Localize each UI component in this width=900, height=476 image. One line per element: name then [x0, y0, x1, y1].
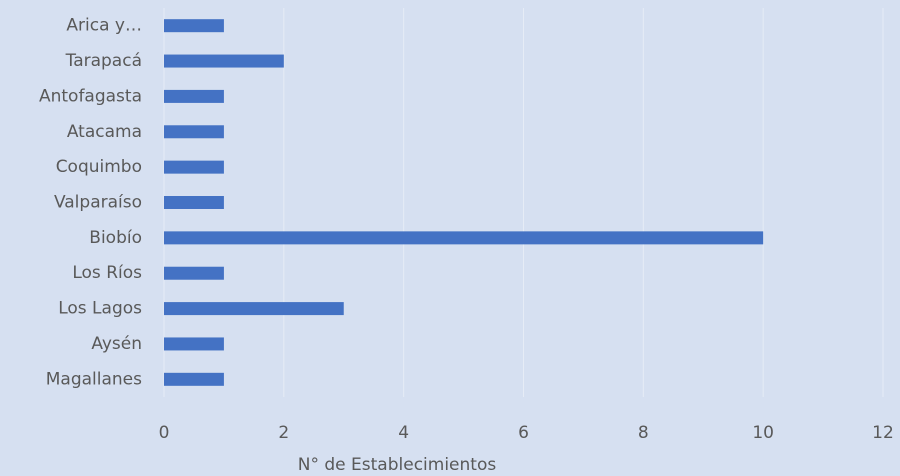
- bar: [164, 19, 224, 33]
- bar: [164, 160, 224, 174]
- x-tick-label: 0: [159, 423, 170, 443]
- bar: [164, 266, 224, 280]
- y-tick-label: Atacama: [67, 122, 142, 142]
- y-tick-label: Tarapacá: [65, 51, 142, 71]
- bar: [164, 337, 224, 351]
- x-tick-label: 10: [752, 423, 774, 443]
- bar: [164, 372, 224, 386]
- y-tick-label: Arica y…: [66, 16, 142, 36]
- y-tick-label: Valparaíso: [54, 193, 142, 213]
- bar: [164, 125, 224, 139]
- y-tick-label: Magallanes: [46, 369, 142, 389]
- x-axis-title: N° de Establecimientos: [298, 455, 497, 475]
- y-tick-label: Coquimbo: [56, 157, 142, 177]
- y-tick-label: Los Ríos: [72, 263, 142, 283]
- bar: [164, 54, 284, 68]
- x-tick-label: 6: [518, 423, 529, 443]
- x-tick-label: 8: [638, 423, 649, 443]
- bar: [164, 231, 764, 245]
- bar: [164, 302, 344, 316]
- y-tick-label: Biobío: [89, 228, 142, 248]
- x-tick-label: 2: [278, 423, 289, 443]
- y-tick-label: Antofagasta: [39, 86, 142, 106]
- y-tick-label: Los Lagos: [58, 299, 142, 319]
- bar: [164, 89, 224, 103]
- bar: [164, 196, 224, 209]
- x-tick-label: 4: [398, 423, 409, 443]
- y-tick-label: Aysén: [91, 334, 142, 354]
- x-tick-label: 12: [872, 423, 894, 443]
